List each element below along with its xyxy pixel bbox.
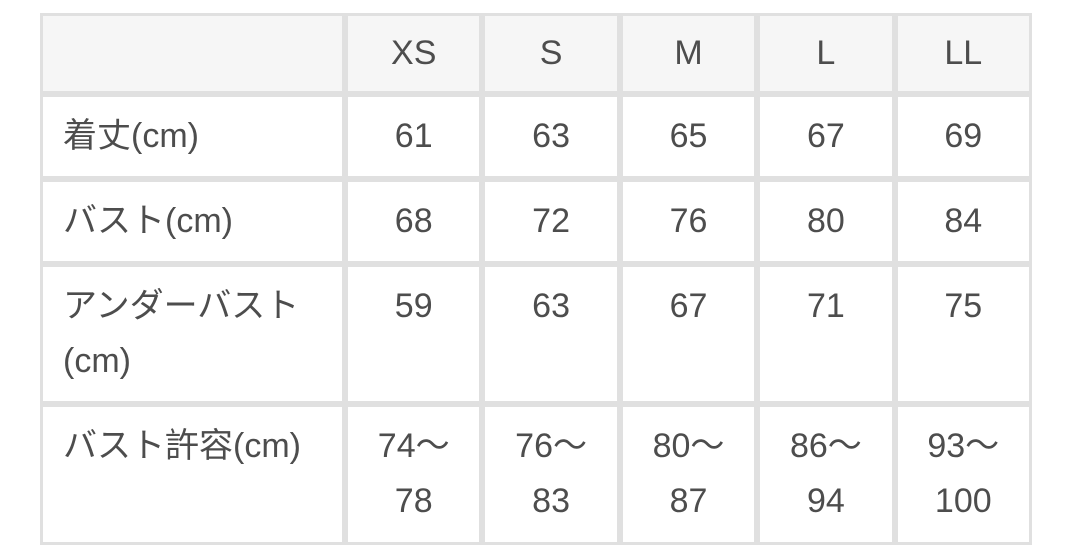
table-row-under-bust: アンダーバスト (cm) 59 63 67 71 75 — [40, 264, 1032, 405]
row-label-under-bust: アンダーバスト (cm) — [40, 264, 345, 405]
cell-bust-allowance-ll: 93〜 100 — [894, 404, 1032, 545]
table-row-body-length: 着丈(cm) 61 63 65 67 69 — [40, 94, 1032, 180]
cell-bust-allowance-m: 80〜 87 — [619, 404, 758, 545]
cell-bust-s: 72 — [482, 179, 620, 265]
cell-body-length-m: 65 — [619, 94, 758, 180]
cell-under-bust-l: 71 — [757, 264, 895, 405]
cell-bust-l: 80 — [757, 179, 895, 265]
cell-under-bust-m: 67 — [619, 264, 758, 405]
cell-bust-ll: 84 — [894, 179, 1032, 265]
table-row-bust-allowance: バスト許容(cm) 74〜 78 76〜 83 80〜 87 86〜 94 93… — [40, 404, 1032, 545]
size-chart-body: 着丈(cm) 61 63 65 67 69 バスト(cm) 68 72 76 8… — [40, 94, 1032, 545]
corner-header-empty — [40, 13, 345, 95]
column-header-s: S — [482, 13, 620, 95]
cell-body-length-s: 63 — [482, 94, 620, 180]
size-chart-table: XS S M L LL 着丈(cm) 61 63 65 67 69 バスト(cm… — [40, 13, 1032, 545]
column-header-l: L — [757, 13, 895, 95]
column-header-m: M — [619, 13, 758, 95]
cell-bust-xs: 68 — [345, 179, 483, 265]
cell-bust-allowance-s: 76〜 83 — [482, 404, 620, 545]
row-label-bust-allowance: バスト許容(cm) — [40, 404, 345, 545]
cell-under-bust-s: 63 — [482, 264, 620, 405]
cell-body-length-xs: 61 — [345, 94, 483, 180]
cell-under-bust-xs: 59 — [345, 264, 483, 405]
column-header-ll: LL — [894, 13, 1032, 95]
table-row-bust: バスト(cm) 68 72 76 80 84 — [40, 179, 1032, 265]
header-row: XS S M L LL — [40, 13, 1032, 95]
column-header-xs: XS — [345, 13, 483, 95]
cell-body-length-l: 67 — [757, 94, 895, 180]
cell-bust-m: 76 — [619, 179, 758, 265]
cell-bust-allowance-l: 86〜 94 — [757, 404, 895, 545]
size-chart-header: XS S M L LL — [40, 13, 1032, 95]
row-label-body-length: 着丈(cm) — [40, 94, 345, 180]
row-label-bust: バスト(cm) — [40, 179, 345, 265]
cell-under-bust-ll: 75 — [894, 264, 1032, 405]
cell-bust-allowance-xs: 74〜 78 — [345, 404, 483, 545]
cell-body-length-ll: 69 — [894, 94, 1032, 180]
